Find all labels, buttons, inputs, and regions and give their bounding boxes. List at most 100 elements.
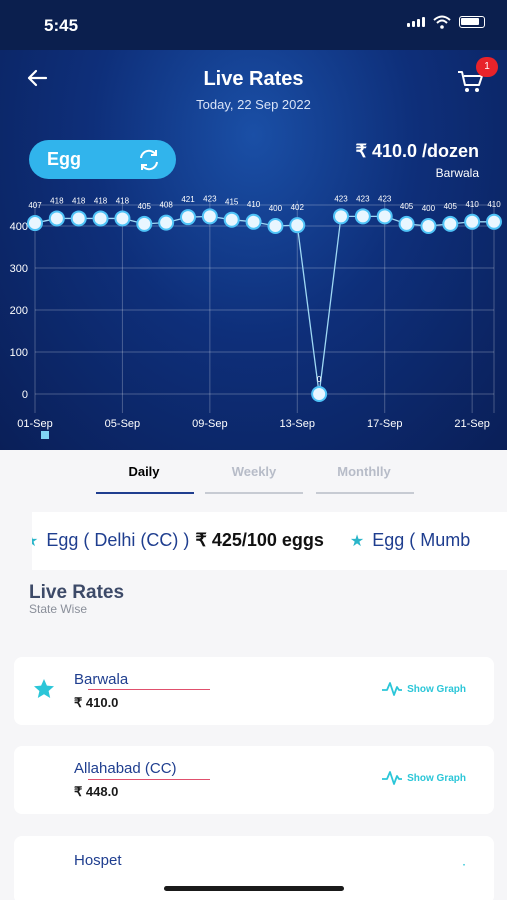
data-point [50, 212, 63, 225]
data-label: 423 [334, 194, 348, 203]
cart-badge: 1 [476, 57, 498, 77]
ticker-item-name: Egg ( Mumb [372, 530, 471, 550]
legend-swatch [41, 431, 49, 439]
data-point [225, 213, 238, 226]
home-indicator [164, 886, 344, 891]
data-label: 423 [356, 194, 370, 203]
data-point [466, 215, 479, 228]
data-point [444, 217, 457, 230]
back-arrow-icon[interactable] [26, 68, 48, 93]
pulse-icon: · [462, 860, 466, 871]
period-tabs: Daily Weekly Monthlly [0, 450, 507, 502]
rate-card[interactable]: Hospet · [14, 836, 494, 900]
data-point [203, 210, 216, 223]
signal-icon [407, 17, 425, 27]
name-underline [88, 779, 210, 780]
data-point [29, 217, 41, 230]
data-label: 0 [317, 375, 322, 384]
data-label: 402 [291, 203, 305, 212]
cart-icon[interactable] [456, 68, 484, 94]
data-label: 407 [28, 201, 42, 210]
data-point [72, 212, 85, 225]
show-graph-button[interactable]: Show Graph [381, 681, 466, 697]
data-label: 418 [116, 196, 130, 205]
data-point [247, 215, 260, 228]
data-point [356, 210, 369, 223]
y-tick-label: 100 [10, 347, 28, 359]
tab-daily[interactable]: Daily [128, 464, 160, 479]
product-label: Egg [47, 149, 81, 169]
data-point [378, 210, 391, 223]
page-title: Live Rates [203, 68, 304, 90]
show-graph-label: Show Graph [407, 772, 466, 784]
data-label: 423 [378, 194, 392, 203]
wifi-icon [433, 15, 451, 29]
data-point [138, 217, 151, 230]
battery-icon [459, 16, 485, 28]
rate-card-name[interactable]: Hospet [74, 852, 122, 869]
data-label: 400 [422, 204, 436, 213]
data-point [422, 220, 435, 232]
current-price: ₹ 410.0 /dozen [355, 141, 480, 161]
star-icon: ★ [349, 532, 365, 550]
ticker-item-price: ₹ 425/100 eggs [195, 530, 324, 550]
rate-card-price: ₹ 410.0 [74, 695, 119, 710]
x-tick-label: 17-Sep [367, 418, 402, 430]
product-selector[interactable]: Egg [29, 140, 176, 179]
rate-card[interactable]: Allahabad (CC) ₹ 448.0 Show Graph [14, 746, 494, 814]
current-place: Barwala [435, 166, 479, 180]
x-tick-label: 05-Sep [105, 418, 140, 430]
x-tick-label: 21-Sep [454, 418, 489, 430]
data-point [94, 212, 107, 225]
x-tick-label: 01-Sep [17, 418, 52, 430]
data-point [313, 388, 326, 400]
data-label: 408 [159, 201, 173, 210]
tab-daily-underline [96, 492, 194, 494]
data-label: 405 [444, 202, 458, 211]
rate-card-name[interactable]: Allahabad (CC) [74, 760, 177, 777]
ticker-item-name: Egg ( Delhi (CC) ) [46, 530, 190, 550]
show-graph-button[interactable]: Show Graph [381, 770, 466, 786]
page-date: Today, 22 Sep 2022 [196, 97, 311, 112]
y-tick-label: 400 [10, 221, 28, 233]
rate-card[interactable]: Barwala ₹ 410.0 Show Graph [14, 657, 494, 725]
show-graph-button[interactable]: · [463, 860, 466, 871]
ticker-row: ★ Egg ( Delhi (CC) ) ₹ 425/100 eggs ★ Eg… [32, 530, 470, 551]
tab-weekly[interactable]: Weekly [231, 464, 277, 479]
section-title: Live Rates [29, 582, 125, 603]
rate-card-name[interactable]: Barwala [74, 671, 129, 688]
refresh-icon[interactable] [136, 147, 162, 173]
data-point [335, 210, 347, 223]
data-label: 410 [487, 200, 501, 209]
data-point [160, 216, 173, 229]
data-label: 418 [94, 196, 108, 205]
y-tick-label: 200 [10, 305, 28, 317]
star-icon: ★ [32, 531, 38, 551]
data-label: 418 [50, 196, 64, 205]
data-label: 410 [465, 200, 479, 209]
star-icon[interactable] [32, 677, 56, 701]
section-subtitle: State Wise [29, 602, 88, 616]
header-panel: 5:45 Live Rates Today, 22 Sep 2022 1 Egg [0, 0, 507, 450]
data-label: 415 [225, 198, 239, 207]
data-label: 423 [203, 194, 217, 203]
data-point [291, 219, 304, 232]
rate-card-price: ₹ 448.0 [74, 784, 119, 799]
pulse-icon [382, 771, 403, 785]
data-label: 400 [269, 204, 283, 213]
y-tick-label: 300 [10, 263, 28, 275]
show-graph-label: Show Graph [407, 683, 466, 695]
series-line [34, 215, 494, 395]
data-point [488, 215, 500, 228]
status-time: 5:45 [44, 16, 79, 35]
data-label: 405 [138, 202, 152, 211]
x-tick-label: 09-Sep [192, 418, 227, 430]
tab-weekly-underline [205, 492, 303, 494]
tab-monthly[interactable]: Monthlly [337, 464, 391, 479]
data-label: 418 [72, 196, 86, 205]
x-tick-label: 13-Sep [280, 418, 315, 430]
tab-monthly-underline [316, 492, 414, 494]
rate-chart: 0 100 200 300 400 01-Sep 05-Sep 09-Sep 13-Sep 17-… [10, 194, 502, 439]
data-point [400, 217, 413, 230]
rate-ticker: ★ Egg ( Delhi (CC) ) ₹ 425/100 eggs ★ Eg… [32, 512, 507, 570]
